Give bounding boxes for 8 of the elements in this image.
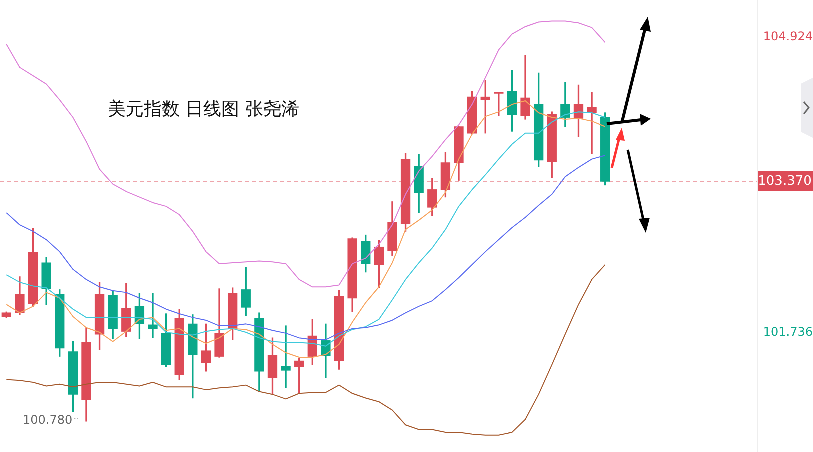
y-tick-label: 104.924 xyxy=(763,30,813,44)
text: 美元指数 日线图 张尧浠 xyxy=(108,98,300,121)
ref-line-label: 103.370 xyxy=(758,174,812,189)
annotation: 100.780 xyxy=(23,413,73,428)
candlestick xyxy=(587,92,597,154)
y-tick-label: 101.736 xyxy=(763,325,813,340)
candlestick xyxy=(281,326,291,388)
candlestick xyxy=(148,293,158,338)
